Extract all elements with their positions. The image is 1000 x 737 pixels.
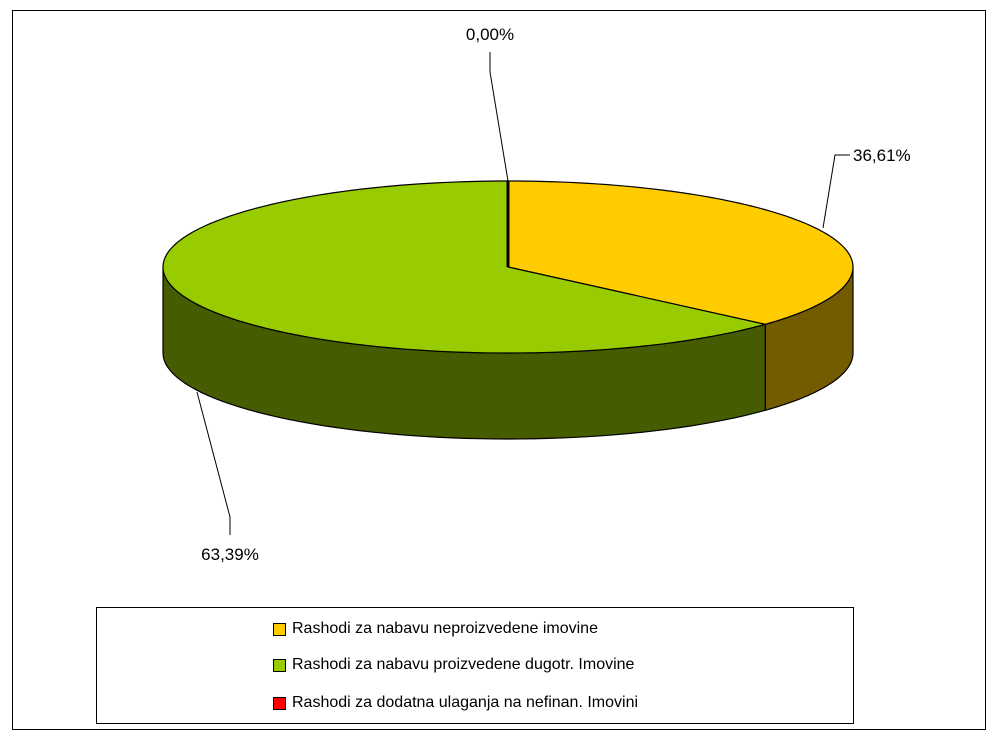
legend-item: Rashodi za nabavu proizvedene dugotr. Im… xyxy=(273,654,634,676)
legend-label: Rashodi za dodatna ulaganja na nefinan. … xyxy=(292,694,639,711)
pie-slice xyxy=(162,180,766,354)
legend-swatch xyxy=(273,622,286,636)
legend-label: Rashodi za nabavu proizvedene dugotr. Im… xyxy=(292,656,635,673)
legend-label: Rashodi za nabavu neproizvedene imovine xyxy=(292,620,598,637)
leader-line xyxy=(822,154,850,229)
pie-slice xyxy=(507,180,854,325)
data-label: 36,61% xyxy=(853,146,911,165)
legend-item: Rashodi za nabavu neproizvedene imovine xyxy=(273,618,598,640)
legend-swatch xyxy=(273,696,286,710)
legend-item: Rashodi za dodatna ulaganja na nefinan. … xyxy=(273,692,638,714)
legend-swatch xyxy=(273,658,286,672)
chart-legend: Rashodi za nabavu neproizvedene imovine … xyxy=(96,607,854,724)
data-label: 63,39% xyxy=(201,545,259,564)
leader-line xyxy=(489,52,509,182)
data-label: 0,00% xyxy=(466,25,514,44)
leader-line xyxy=(196,391,231,535)
